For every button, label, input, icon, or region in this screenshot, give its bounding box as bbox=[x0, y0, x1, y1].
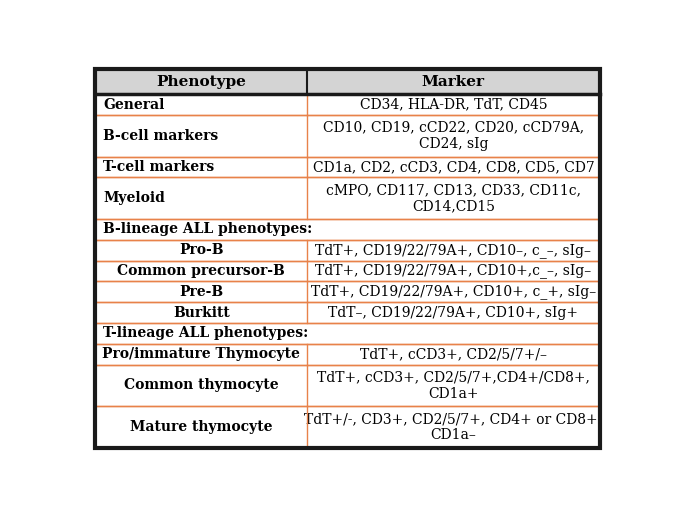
Text: B-lineage ALL phenotypes:: B-lineage ALL phenotypes: bbox=[103, 222, 313, 237]
Bar bbox=[95, 302, 600, 323]
Text: T-cell markers: T-cell markers bbox=[103, 160, 214, 174]
Text: General: General bbox=[103, 98, 165, 112]
Text: TdT–, CD19/22/79A+, CD10+, sIg+: TdT–, CD19/22/79A+, CD10+, sIg+ bbox=[328, 306, 578, 319]
Text: Common thymocyte: Common thymocyte bbox=[124, 378, 279, 392]
Text: B-cell markers: B-cell markers bbox=[103, 129, 218, 143]
Text: cMPO, CD117, CD13, CD33, CD11c,
CD14,CD15: cMPO, CD117, CD13, CD33, CD11c, CD14,CD1… bbox=[326, 183, 581, 214]
Text: TdT+, CD19/22/79A+, CD10+, c_+, sIg–: TdT+, CD19/22/79A+, CD10+, c_+, sIg– bbox=[311, 284, 596, 300]
Bar bbox=[95, 178, 600, 219]
Text: T-lineage ALL phenotypes:: T-lineage ALL phenotypes: bbox=[103, 327, 308, 340]
Text: TdT+, cCD3+, CD2/5/7+/–: TdT+, cCD3+, CD2/5/7+/– bbox=[360, 347, 547, 361]
Text: CD34, HLA-DR, TdT, CD45: CD34, HLA-DR, TdT, CD45 bbox=[359, 98, 547, 112]
Bar bbox=[95, 406, 600, 448]
Bar bbox=[95, 282, 600, 302]
Text: CD10, CD19, cCD22, CD20, cCD79A,
CD24, sIg: CD10, CD19, cCD22, CD20, cCD79A, CD24, s… bbox=[323, 121, 584, 151]
Text: Pro/immature Thymocyte: Pro/immature Thymocyte bbox=[102, 347, 300, 361]
Text: TdT+/-, CD3+, CD2/5/7+, CD4+ or CD8+,
CD1a–: TdT+/-, CD3+, CD2/5/7+, CD4+ or CD8+, CD… bbox=[304, 412, 603, 442]
Text: CD1a, CD2, cCD3, CD4, CD8, CD5, CD7: CD1a, CD2, cCD3, CD4, CD8, CD5, CD7 bbox=[313, 160, 595, 174]
Bar bbox=[95, 69, 600, 94]
Text: Pre-B: Pre-B bbox=[179, 285, 223, 299]
Text: TdT+, CD19/22/79A+, CD10+,c_–, sIg–: TdT+, CD19/22/79A+, CD10+,c_–, sIg– bbox=[315, 264, 591, 279]
Text: Mature thymocyte: Mature thymocyte bbox=[130, 420, 273, 434]
Bar bbox=[95, 94, 600, 115]
Text: Marker: Marker bbox=[422, 75, 485, 89]
Bar bbox=[95, 115, 600, 157]
Text: Burkitt: Burkitt bbox=[173, 306, 230, 319]
Text: TdT+, CD19/22/79A+, CD10–, c_–, sIg–: TdT+, CD19/22/79A+, CD10–, c_–, sIg– bbox=[315, 243, 591, 258]
Text: TdT+, cCD3+, CD2/5/7+,CD4+/CD8+,
CD1a+: TdT+, cCD3+, CD2/5/7+,CD4+/CD8+, CD1a+ bbox=[317, 370, 590, 400]
Bar bbox=[95, 261, 600, 282]
Text: Common precursor-B: Common precursor-B bbox=[117, 264, 285, 278]
Bar bbox=[95, 219, 600, 240]
Bar bbox=[95, 240, 600, 261]
Bar bbox=[95, 365, 600, 406]
Bar bbox=[95, 344, 600, 365]
Text: Pro-B: Pro-B bbox=[179, 243, 224, 257]
Bar bbox=[95, 157, 600, 178]
Bar bbox=[95, 323, 600, 344]
Text: Phenotype: Phenotype bbox=[156, 75, 246, 89]
Text: Myeloid: Myeloid bbox=[103, 191, 165, 205]
